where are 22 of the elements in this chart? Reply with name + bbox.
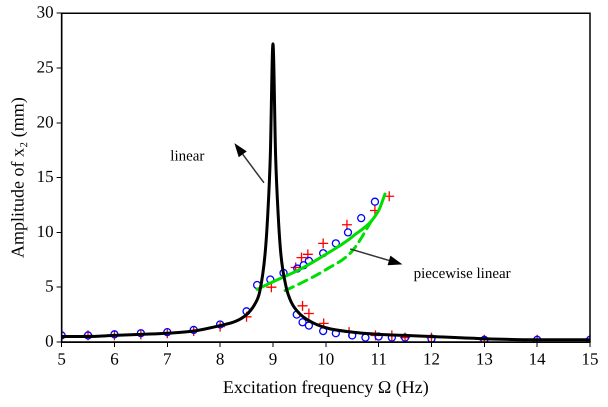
x-tick-label: 8: [216, 350, 224, 369]
annotation: piecewise linear: [414, 266, 511, 282]
x-tick-label: 10: [317, 350, 334, 369]
x-axis-title: Excitation frequency Ω (Hz): [222, 376, 429, 397]
y-tick-label: 25: [36, 57, 54, 76]
y-axis-title: Amplitude of x₂ (mm): [8, 97, 28, 258]
x-tick-label: 5: [57, 350, 66, 369]
y-tick-label: 15: [36, 167, 54, 186]
y-tick-label: 20: [36, 112, 54, 132]
x-tick-label: 6: [110, 350, 119, 369]
x-tick-label: 12: [422, 350, 440, 369]
annotation: linear: [170, 148, 204, 164]
y-tick-label: 5: [45, 276, 54, 296]
y-tick-label: 30: [36, 2, 54, 22]
x-tick-label: 7: [163, 350, 172, 369]
x-tick-label: 11: [370, 350, 387, 369]
x-tick-label: 9: [268, 350, 278, 369]
y-tick-label: 0: [45, 331, 54, 350]
x-tick-label: 13: [476, 350, 493, 369]
x-tick-label: 15: [582, 350, 598, 369]
x-tick-label: 14: [528, 350, 546, 369]
y-tick-label: 10: [36, 222, 54, 241]
